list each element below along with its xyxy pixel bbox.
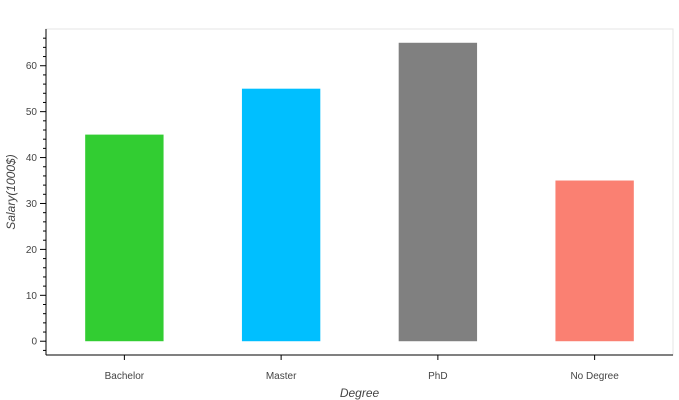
- x-tick-label: PhD: [428, 371, 447, 382]
- y-tick-label: 40: [26, 153, 38, 164]
- y-tick-label: 10: [26, 291, 38, 302]
- x-tick-label: Bachelor: [105, 371, 145, 382]
- x-tick-label: No Degree: [570, 371, 619, 382]
- bar-no-degree: [555, 180, 634, 342]
- y-tick-label: 60: [26, 61, 38, 72]
- x-tick-label: Master: [266, 371, 297, 382]
- x-axis: Bachelor Master PhD No Degree: [46, 354, 673, 382]
- bar-bachelor: [85, 134, 164, 342]
- bar-phd: [398, 42, 478, 342]
- y-tick-label: 0: [31, 337, 37, 348]
- y-tick-label: 50: [26, 107, 38, 118]
- bar-master: [241, 88, 321, 342]
- y-axis-title: Salary(1000$): [4, 154, 18, 229]
- y-tick-label: 30: [26, 199, 38, 210]
- y-tick-label: 20: [26, 245, 38, 256]
- x-axis-title: Degree: [340, 386, 380, 400]
- y-axis: 0 10 20 30 40 50 60: [26, 29, 47, 355]
- bars-group: [85, 42, 634, 342]
